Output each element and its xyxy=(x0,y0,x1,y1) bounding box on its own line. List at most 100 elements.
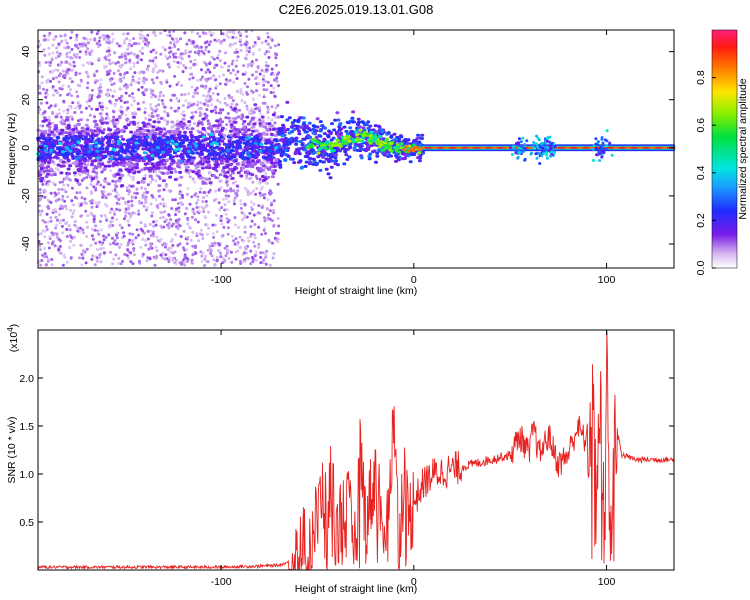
spectrogram-cell xyxy=(251,257,255,261)
spectrogram-cell xyxy=(207,89,211,93)
spectrogram-cell xyxy=(173,109,177,113)
spectrogram-cell xyxy=(238,38,242,42)
spectrogram-cell xyxy=(127,170,132,174)
spectrogram-cell xyxy=(208,62,212,66)
spectrogram-cell xyxy=(202,207,206,211)
spectrogram-cell xyxy=(206,104,210,108)
spectrogram-cell xyxy=(223,208,226,212)
spectrogram-cell xyxy=(104,150,109,153)
spectrogram-cell xyxy=(168,34,172,38)
spectrogram-cell xyxy=(142,177,147,181)
spectrogram-cell xyxy=(271,113,276,117)
spectrogram-cell xyxy=(98,36,102,40)
spectrogram-cell xyxy=(157,184,162,188)
spectrogram-cell xyxy=(81,149,86,153)
spectrogram-cell xyxy=(71,101,75,105)
spectrogram-cell xyxy=(377,135,382,138)
spectrogram-cell xyxy=(65,51,69,55)
spectrogram-cell xyxy=(150,151,155,155)
spectrogram-cell xyxy=(297,160,301,164)
spectrogram-cell xyxy=(49,167,54,171)
spectrogram-cell xyxy=(115,218,119,221)
spectrogram-cell xyxy=(123,54,127,58)
spectrogram-cell xyxy=(228,167,233,171)
spectrogram-cell xyxy=(259,187,263,191)
spectrogram-cell xyxy=(122,76,126,80)
spectrogram-cell xyxy=(126,106,130,110)
spectrogram-cell xyxy=(81,63,85,67)
spectrogram-cell xyxy=(241,92,245,96)
spectrogram-cell xyxy=(175,119,179,123)
spectrogram-cell xyxy=(126,32,130,36)
spectrogram-cell xyxy=(267,213,271,217)
spectrogram-cell xyxy=(88,113,92,117)
spectrogram-cell xyxy=(194,144,199,148)
spectrogram-cell xyxy=(131,242,135,246)
spectrogram-cell xyxy=(177,218,181,221)
spectrogram-cell xyxy=(70,154,75,158)
spectrogram-cell xyxy=(215,255,219,259)
spectrogram-cell xyxy=(82,159,87,163)
spectrogram-cell xyxy=(343,150,348,154)
spectrogram-cell xyxy=(86,130,91,134)
spectrogram-cell xyxy=(106,91,110,95)
spectrogram-cell xyxy=(47,46,51,50)
spectrogram-cell xyxy=(161,69,165,73)
spectrogram-cell xyxy=(38,108,42,112)
spectrogram-cell xyxy=(126,52,130,56)
spectrogram-cell xyxy=(84,123,89,127)
spectrogram-cell xyxy=(203,257,207,261)
spectrogram-cell xyxy=(247,63,250,67)
spectrogram-cell xyxy=(245,174,249,178)
spectrogram-cell xyxy=(66,195,69,199)
spectrogram-cell xyxy=(52,38,56,41)
spectrogram-cell xyxy=(136,102,140,106)
spectrogram-cell xyxy=(217,201,221,205)
spectrogram-cell xyxy=(408,160,413,164)
spectrogram-cell xyxy=(107,49,111,53)
spectrogram-cell xyxy=(420,137,424,140)
spectrogram-cell xyxy=(270,118,274,122)
spectrogram-cell xyxy=(86,118,90,122)
spectrogram-cell xyxy=(71,128,76,132)
spectrogram-cell xyxy=(238,235,242,239)
spectrogram-cell xyxy=(366,147,371,151)
spectrogram-cell xyxy=(165,140,170,144)
spectrogram-cell xyxy=(227,35,231,39)
spectrogram-cell xyxy=(101,108,105,112)
spectrogram-cell xyxy=(104,135,109,139)
spectrogram-cell xyxy=(252,111,256,114)
spectrogram-cell xyxy=(239,206,243,210)
spectrogram-cell xyxy=(226,30,230,34)
spectrogram-cell xyxy=(250,165,255,169)
spectrogram-cell xyxy=(377,125,382,129)
spectrogram-cell xyxy=(62,218,65,222)
spectrogram-cell xyxy=(163,210,167,214)
spectrogram-cell xyxy=(86,41,90,45)
spectrogram-cell xyxy=(61,198,65,202)
spectrogram-cell xyxy=(118,176,123,180)
spectrogram-cell xyxy=(280,115,284,119)
spectrogram-cell xyxy=(249,191,253,195)
spectrogram-cell xyxy=(90,227,94,231)
spectrogram-cell xyxy=(226,148,231,152)
spectrogram-cell xyxy=(65,161,69,165)
spectrogram-cell xyxy=(369,130,374,134)
spectrogram-cell xyxy=(83,161,87,165)
spectrogram-cell xyxy=(344,130,349,133)
spectrogram-cell xyxy=(182,262,186,266)
spectrogram-cell xyxy=(266,80,270,84)
spectrogram-cell xyxy=(114,157,119,161)
spectrogram-cell xyxy=(154,198,158,202)
spectrogram-cell xyxy=(163,257,167,261)
spectrogram-cell xyxy=(75,33,79,37)
spectrogram-cell xyxy=(223,203,227,207)
spectrogram-cell xyxy=(212,141,217,145)
spectrogram-cell xyxy=(242,156,247,160)
spectrogram-cell xyxy=(364,142,369,146)
spectrogram-cell xyxy=(196,91,199,95)
spectrogram-cell xyxy=(134,196,138,200)
spectrogram-cell xyxy=(403,156,407,160)
spectrogram-cell xyxy=(58,53,62,57)
spectrogram-cell xyxy=(148,257,152,261)
